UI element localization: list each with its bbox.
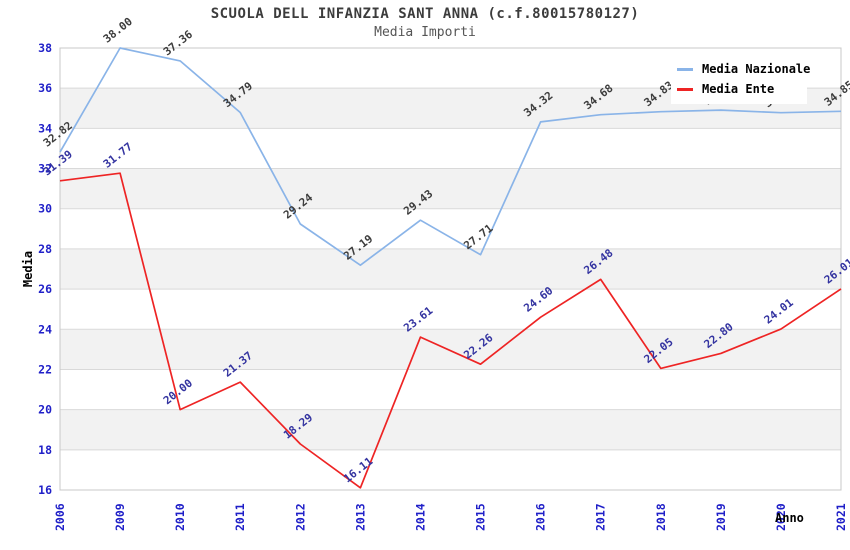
plot-border: [59, 47, 842, 491]
chart-title: SCUOLA DELL INFANZIA SANT ANNA (c.f.8001…: [210, 6, 640, 22]
svg-text:36: 36: [38, 81, 52, 95]
svg-text:20: 20: [38, 403, 52, 417]
svg-text:2015: 2015: [474, 503, 488, 531]
svg-text:38: 38: [38, 41, 52, 55]
svg-text:2009: 2009: [113, 503, 127, 531]
legend-label-nazionale: Media Nazionale: [702, 62, 811, 76]
legend: Media Nazionale Media Ente: [671, 56, 810, 104]
svg-text:31.77: 31.77: [101, 140, 135, 171]
svg-text:2016: 2016: [534, 503, 548, 531]
x-axis-title: Anno: [775, 511, 804, 525]
svg-text:16.11: 16.11: [341, 454, 375, 485]
svg-text:2011: 2011: [233, 503, 247, 531]
svg-text:24: 24: [38, 322, 52, 336]
legend-item-media-ente: Media Ente: [677, 79, 801, 99]
legend-item-media-nazionale: Media Nazionale: [677, 59, 810, 79]
legend-line-swatch-nazionale: [677, 67, 693, 71]
chart-subtitle: Media Importi: [374, 25, 476, 40]
y-tick-labels: 16 18 20 22 24 26 28 30 32 34 36 38: [38, 41, 52, 497]
svg-text:30: 30: [38, 202, 52, 216]
legend-line-swatch-ente: [677, 87, 693, 91]
svg-text:16: 16: [38, 483, 52, 497]
svg-text:2020: 2020: [774, 503, 788, 531]
y-axis-title: Media: [21, 250, 35, 288]
svg-text:2019: 2019: [714, 503, 728, 531]
legend-label-ente: Media Ente: [702, 82, 775, 96]
svg-text:27.71: 27.71: [461, 221, 495, 252]
svg-text:2014: 2014: [413, 503, 427, 531]
svg-text:2012: 2012: [293, 503, 307, 531]
svg-text:2006: 2006: [53, 503, 67, 531]
svg-text:28: 28: [38, 242, 52, 256]
svg-text:2018: 2018: [654, 503, 668, 531]
plot-bands: [60, 88, 841, 450]
svg-text:34: 34: [38, 121, 52, 135]
svg-text:2013: 2013: [353, 503, 367, 531]
svg-text:26: 26: [38, 282, 52, 296]
svg-text:22: 22: [38, 362, 52, 376]
x-tick-labels: 2006 2009 2010 2011 2012 2013 2014 2015 2016 2017…: [53, 503, 848, 531]
series-line-nazionale: [59, 47, 842, 267]
svg-text:2010: 2010: [173, 503, 187, 531]
series-line-ente: [59, 172, 842, 489]
svg-text:18: 18: [38, 443, 52, 457]
svg-text:2017: 2017: [594, 503, 608, 531]
svg-text:32: 32: [38, 162, 52, 176]
svg-text:2021: 2021: [834, 503, 848, 531]
